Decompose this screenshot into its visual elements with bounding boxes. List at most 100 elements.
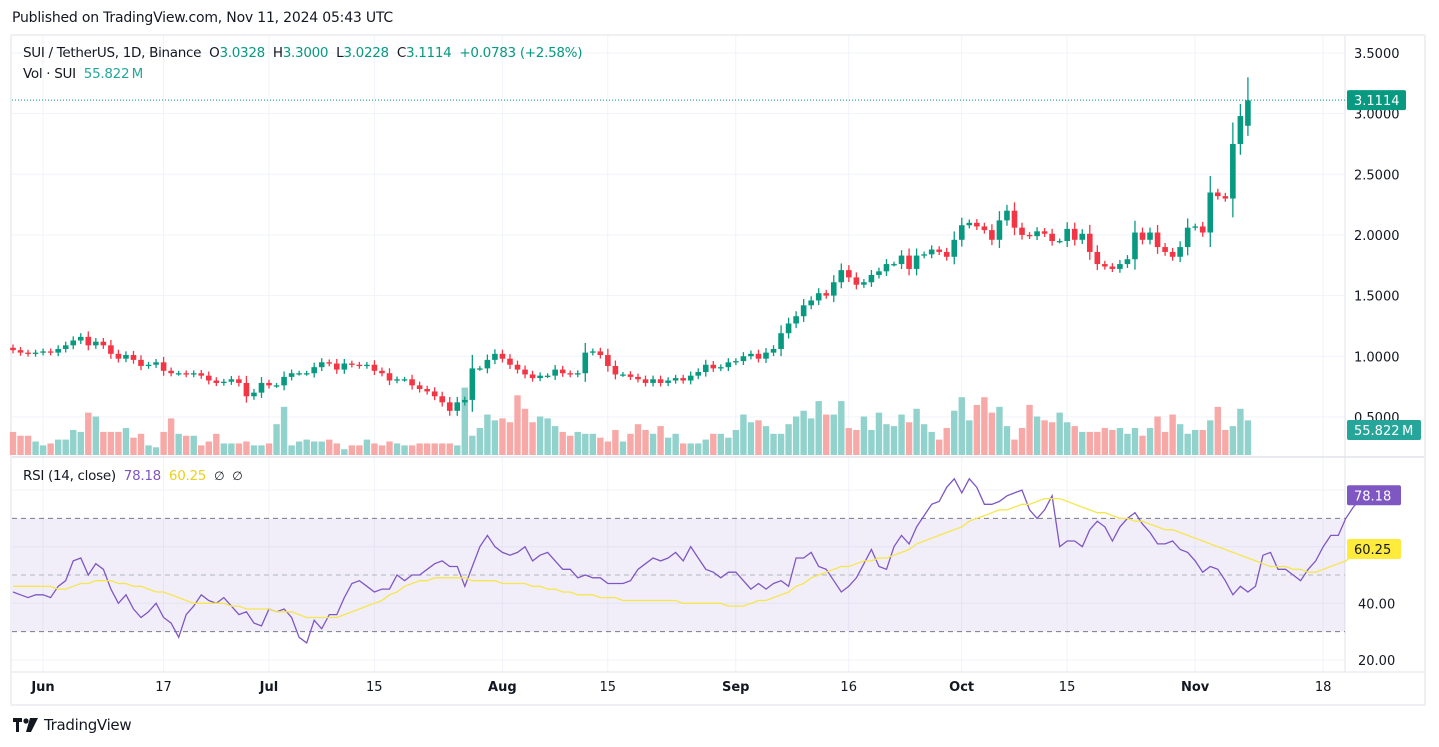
volume-bar: [250, 445, 258, 455]
volume-bar: [935, 439, 943, 455]
volume-value: 55.822 M: [83, 66, 143, 82]
volume-bar: [649, 433, 657, 455]
rsi-value: 78.18: [123, 468, 161, 484]
candle-body: [1064, 228, 1070, 242]
time-tick-label: Sep: [722, 680, 750, 695]
candle-body: [326, 362, 333, 364]
volume-bar: [1184, 433, 1191, 455]
candle-body: [800, 305, 807, 317]
symbol-title[interactable]: SUI / TetherUS, 1D, Binance: [23, 45, 202, 61]
candle-body: [17, 350, 24, 353]
volume-bar: [1244, 420, 1252, 455]
volume-bar: [913, 408, 920, 455]
candle-body: [1237, 116, 1244, 144]
volume-bar: [386, 441, 393, 455]
candle-body: [318, 362, 325, 368]
candle-body: [303, 373, 310, 375]
candle-body: [537, 375, 543, 379]
candle-body: [785, 323, 792, 334]
volume-bar: [574, 431, 581, 455]
low-label: L: [336, 45, 344, 61]
volume-bar: [582, 433, 589, 455]
candle-body: [981, 226, 988, 231]
candle-body: [1109, 266, 1116, 269]
candle-body: [605, 355, 611, 366]
tradingview-brand: TradingView: [44, 716, 132, 734]
volume-bar: [122, 428, 130, 455]
volume-bar: [1018, 428, 1026, 455]
price-tick-label: 2.5000: [1354, 168, 1400, 183]
close-value: 3.1114: [405, 45, 452, 61]
volume-bar: [295, 441, 303, 455]
price-tick-label: 3.5000: [1354, 47, 1400, 62]
volume-bar: [1101, 428, 1109, 455]
candle-body: [815, 293, 822, 301]
candle-body: [251, 392, 257, 397]
volume-bar: [973, 404, 981, 455]
volume-bar: [9, 431, 17, 455]
open-value: 3.0328: [219, 45, 265, 61]
last-price-badge: [1347, 90, 1406, 111]
candle-body: [1094, 251, 1101, 265]
candle-body: [665, 380, 671, 383]
volume-bar: [499, 418, 506, 455]
candle-body: [288, 373, 295, 377]
candle-body: [356, 364, 363, 367]
candle-body: [213, 380, 220, 383]
volume-bar: [1064, 422, 1071, 455]
volume-bar: [1041, 420, 1048, 455]
rsi-empty-value-1: ∅: [214, 469, 225, 483]
volume-bar: [341, 449, 348, 455]
candle-body: [552, 369, 558, 376]
candle-body: [951, 239, 958, 257]
time-tick-label: Aug: [488, 680, 517, 695]
candle-body: [627, 374, 634, 377]
candle-body: [702, 364, 709, 373]
volume-bar: [303, 439, 310, 455]
volume-label[interactable]: Vol · SUI: [23, 66, 76, 82]
volume-bar: [182, 435, 190, 455]
candle-body: [311, 367, 317, 374]
volume-bar: [401, 445, 408, 455]
last-price-badge-text: 3.1114: [1354, 94, 1400, 109]
rsi-line: [12, 477, 1369, 644]
volume-bar: [363, 439, 371, 455]
volume-bar: [446, 443, 453, 455]
candle-body: [883, 264, 890, 272]
volume-bar: [1222, 429, 1229, 455]
volume-bar: [807, 418, 815, 455]
volume-bar: [792, 416, 800, 455]
candle-body: [409, 379, 415, 386]
volume-bar: [1109, 429, 1116, 455]
rsi-label[interactable]: RSI (14, close): [23, 468, 116, 484]
price-tick-label: 2.0000: [1354, 229, 1400, 244]
candle-body: [221, 381, 227, 384]
volume-bar: [664, 437, 672, 455]
candle-body: [1086, 233, 1093, 252]
candle-body: [529, 374, 536, 379]
volume-bar: [672, 433, 679, 455]
candle-body: [1124, 259, 1131, 265]
candle-body: [175, 373, 182, 375]
tradingview-logo[interactable]: TradingView: [13, 716, 132, 734]
candle-body: [906, 255, 912, 269]
candle-body: [974, 222, 980, 227]
candle-body: [958, 225, 965, 240]
volume-bar: [785, 424, 792, 455]
volume-bar: [243, 441, 250, 455]
candle-body: [672, 378, 679, 381]
candle-body: [1230, 143, 1236, 199]
candle-body: [846, 270, 852, 278]
volume-bar: [1169, 414, 1176, 455]
volume-bar: [288, 445, 295, 455]
candle-body: [755, 353, 762, 359]
candle-body: [386, 373, 393, 381]
volume-bar: [536, 416, 544, 455]
volume-bar: [62, 439, 69, 455]
volume-bar: [47, 443, 54, 455]
candle-body: [830, 282, 837, 296]
volume-bar: [506, 422, 514, 455]
volume-bar: [326, 439, 333, 455]
candle-body: [740, 356, 747, 362]
